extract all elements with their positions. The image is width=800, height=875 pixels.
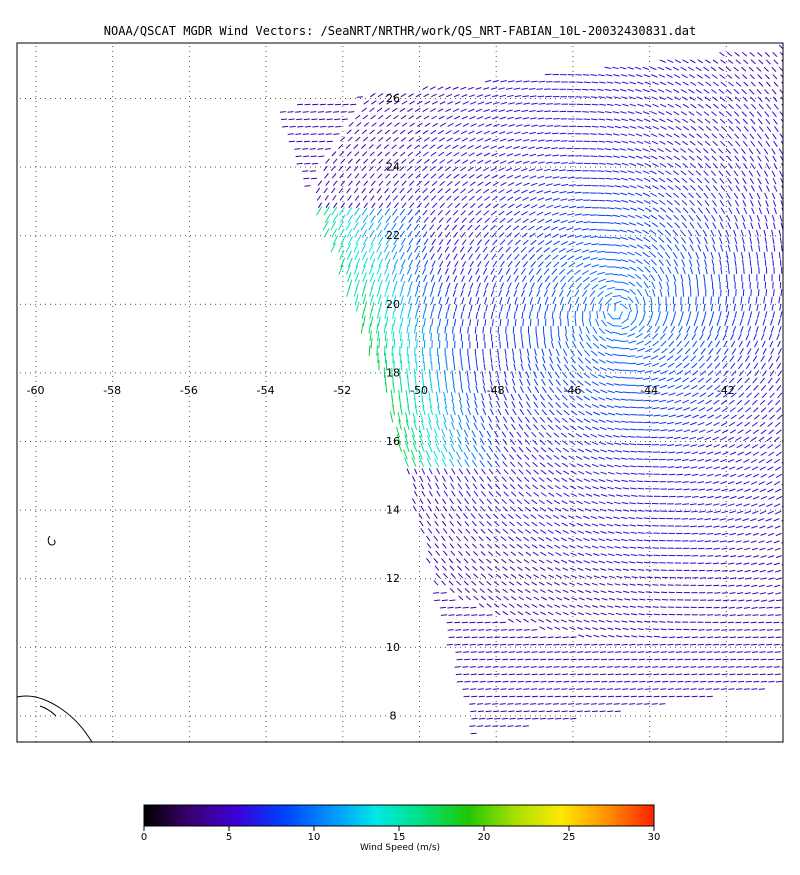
coastline	[17, 535, 93, 742]
latitude-labels: 26 24 22 20 18 16 14 12 10 8	[386, 92, 400, 722]
colorbar-label: Wind Speed (m/s)	[359, 843, 441, 853]
longitude-label: -50	[410, 384, 428, 397]
longitude-label: -52	[333, 384, 351, 397]
latitude-label: 26	[386, 92, 400, 105]
colorbar-tick-label: 0	[141, 832, 147, 843]
longitude-label: -42	[717, 384, 735, 397]
longitude-label: -58	[103, 384, 121, 397]
latitude-label: 10	[386, 641, 400, 654]
colorbar-ticks: 0 5 10 15 20 25 30	[141, 826, 661, 843]
colorbar-tick-label: 20	[478, 832, 491, 843]
latitude-label: 14	[386, 504, 400, 517]
longitude-label: -54	[257, 384, 275, 397]
colorbar-tick-label: 5	[226, 832, 232, 843]
colorbar-tick-label: 15	[393, 832, 406, 843]
longitude-label: -44	[640, 384, 658, 397]
colorbar-tick-label: 25	[563, 832, 576, 843]
map-frame	[16, 42, 784, 743]
colorbar-tick-label: 30	[648, 832, 661, 843]
colorbar-ramp	[144, 805, 654, 826]
latitude-label: 12	[386, 572, 400, 585]
wind-swath	[279, 44, 783, 735]
latitude-label: 8	[390, 709, 397, 722]
longitude-label: -56	[180, 384, 198, 397]
longitude-label: -46	[563, 384, 581, 397]
latitude-label: 22	[386, 229, 400, 242]
latitude-label: 24	[386, 161, 400, 174]
latitude-label: 18	[386, 366, 400, 379]
colorbar-tick-label: 10	[308, 832, 321, 843]
longitude-label: -48	[487, 384, 505, 397]
longitude-labels: -60 -58 -56 -54 -52 -50 -48 -46 -44 -42	[27, 384, 735, 397]
latitude-label: 20	[386, 298, 400, 311]
latitude-label: 16	[386, 435, 400, 448]
graticule-dots	[20, 46, 781, 742]
longitude-label: -60	[27, 384, 45, 397]
wind-speed-colorbar: 0 5 10 15 20 25 30	[141, 804, 661, 843]
plot-title: NOAA/QSCAT MGDR Wind Vectors: /SeaNRT/NR…	[103, 24, 697, 38]
